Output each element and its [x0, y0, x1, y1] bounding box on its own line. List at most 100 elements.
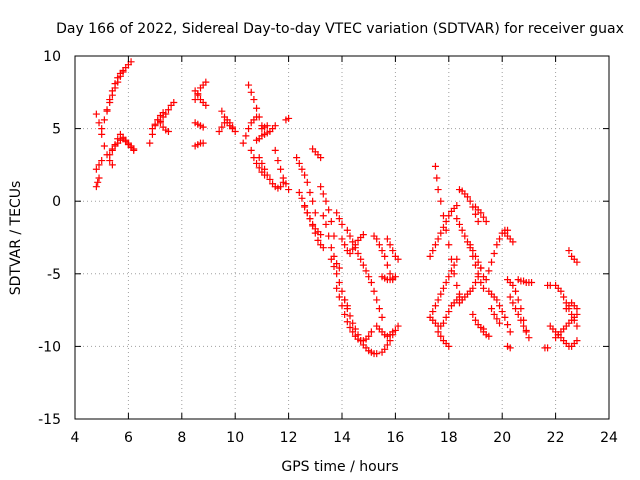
data-point — [482, 218, 490, 226]
data-point — [335, 279, 343, 287]
x-tick-label: 14 — [333, 430, 351, 446]
data-point — [111, 84, 119, 92]
data-point — [389, 247, 397, 255]
data-point — [375, 241, 383, 249]
data-point — [119, 68, 127, 76]
data-point — [338, 220, 346, 228]
data-point — [378, 313, 386, 321]
data-point — [359, 231, 367, 239]
data-point — [162, 110, 170, 118]
data-point — [458, 226, 466, 234]
data-point — [317, 231, 325, 239]
data-point — [573, 305, 581, 313]
data-point — [277, 165, 285, 173]
data-point — [333, 270, 341, 278]
data-point — [512, 287, 520, 295]
data-point — [429, 308, 437, 316]
data-point — [482, 276, 490, 284]
series-arc01 — [92, 110, 116, 169]
data-point — [330, 263, 338, 271]
data-point — [381, 252, 389, 260]
data-point — [394, 255, 402, 263]
data-point — [317, 154, 325, 162]
data-point — [442, 218, 450, 226]
series-arc13 — [191, 139, 207, 150]
data-point — [92, 165, 100, 173]
data-point — [506, 293, 514, 301]
data-point — [279, 174, 287, 182]
series-arc31 — [333, 209, 346, 228]
data-point — [277, 183, 285, 191]
series-arc18 — [239, 113, 261, 147]
data-point — [229, 123, 237, 131]
data-point — [506, 328, 514, 336]
data-point — [100, 142, 108, 150]
x-tick-label: 6 — [124, 430, 133, 446]
data-point — [250, 96, 258, 104]
ticks-layer — [74, 55, 610, 420]
series-arc03 — [92, 157, 106, 173]
data-point — [367, 279, 375, 287]
series-arc48 — [453, 215, 485, 287]
data-point — [263, 171, 271, 179]
data-point — [317, 183, 325, 191]
data-point — [445, 241, 453, 249]
series-arc22 — [271, 146, 293, 194]
series-arc61 — [514, 276, 536, 287]
data-point — [338, 302, 346, 310]
data-point — [394, 322, 402, 330]
data-point — [106, 151, 114, 159]
data-point — [95, 161, 103, 169]
data-point — [522, 328, 530, 336]
series-arc68 — [562, 299, 581, 313]
data-point — [94, 178, 102, 186]
data-point — [311, 209, 319, 217]
data-point — [325, 232, 333, 240]
data-point — [493, 315, 501, 323]
data-point — [573, 258, 581, 266]
data-point — [114, 135, 122, 143]
data-point — [319, 212, 327, 220]
data-point — [442, 313, 450, 321]
data-point — [164, 106, 172, 114]
data-point — [488, 305, 496, 313]
data-point — [528, 279, 536, 287]
data-point — [156, 117, 164, 125]
data-point — [437, 290, 445, 298]
data-point — [431, 302, 439, 310]
data-point — [346, 249, 354, 257]
data-point — [389, 328, 397, 336]
data-point — [474, 218, 482, 226]
data-point — [271, 146, 279, 154]
data-point — [493, 296, 501, 304]
data-point — [439, 284, 447, 292]
data-point — [335, 264, 343, 272]
data-point — [298, 194, 306, 202]
data-point — [375, 305, 383, 313]
data-points-layer — [92, 58, 581, 358]
data-point — [301, 203, 309, 211]
series-arc36 — [343, 226, 386, 321]
series-arc55 — [488, 305, 504, 327]
data-point — [450, 261, 458, 269]
data-point — [164, 128, 172, 136]
data-point — [378, 247, 386, 255]
data-point — [383, 261, 391, 269]
data-point — [319, 190, 327, 198]
data-point — [506, 344, 514, 352]
data-point — [434, 296, 442, 304]
data-point — [253, 113, 261, 121]
data-point — [357, 255, 365, 263]
data-point — [301, 171, 309, 179]
data-point — [95, 174, 103, 182]
data-point — [477, 209, 485, 217]
data-point — [560, 293, 568, 301]
series-arc02 — [92, 174, 103, 191]
data-point — [488, 258, 496, 266]
data-point — [383, 341, 391, 349]
data-point — [309, 197, 317, 205]
data-point — [215, 128, 223, 136]
y-tick-label: -5 — [47, 267, 61, 283]
data-point — [218, 123, 226, 131]
data-point — [365, 332, 373, 340]
